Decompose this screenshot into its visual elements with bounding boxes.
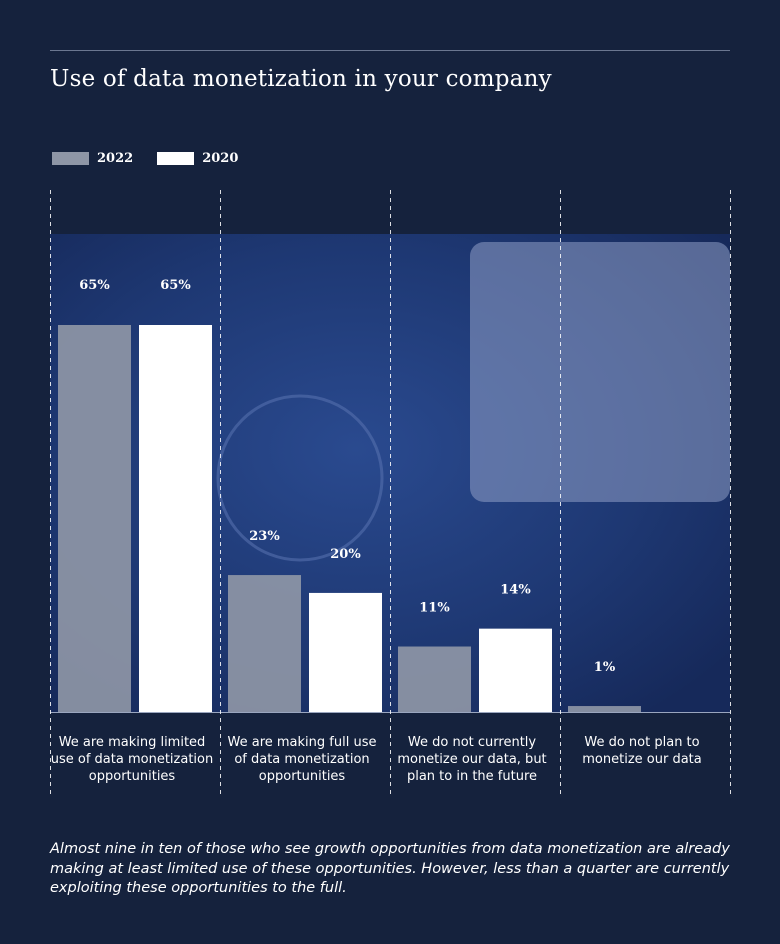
- value-label-2020-3: 14%: [500, 583, 531, 598]
- value-label-2020-2: 20%: [330, 547, 361, 562]
- bar-2020-2: [309, 592, 382, 712]
- bar-2022-2: [228, 575, 301, 712]
- bar-2022-4: [568, 706, 641, 712]
- value-label-2022-4: 1%: [594, 660, 616, 675]
- category-labels: We are making limited use of data moneti…: [50, 734, 730, 794]
- chart-title: Use of data monetization in your company: [50, 66, 552, 92]
- value-label-2022-1: 65%: [79, 278, 110, 293]
- bar-2022-3: [398, 646, 471, 712]
- bar-2022-1: [58, 325, 131, 712]
- caption: Almost nine in ten of those who see grow…: [50, 841, 730, 896]
- value-label-2022-2: 23%: [249, 529, 280, 544]
- legend-label-2022: 2022: [97, 150, 134, 166]
- top-rule: [50, 50, 730, 51]
- category-label: We are making full use of data monetizat…: [227, 735, 377, 784]
- legend: 2022 2020: [52, 150, 262, 166]
- category-label: We do not plan to monetize our data: [582, 735, 702, 767]
- legend-swatch-2020: [157, 151, 195, 165]
- bar-2020-3: [479, 628, 552, 712]
- legend-swatch-2022: [52, 151, 89, 165]
- legend-item-2022: 2022: [52, 151, 133, 166]
- value-label-2020-1: 65%: [160, 278, 191, 293]
- legend-item-2020: 2020: [157, 151, 238, 166]
- category-label: We are making limited use of data moneti…: [50, 735, 214, 784]
- legend-label-2020: 2020: [202, 150, 239, 166]
- background-disc: [216, 394, 384, 562]
- value-label-2022-3: 11%: [419, 601, 450, 616]
- category-label: We do not currently monetize our data, b…: [397, 735, 547, 784]
- bar-2020-1: [139, 325, 212, 712]
- background-label-plate: [470, 242, 730, 502]
